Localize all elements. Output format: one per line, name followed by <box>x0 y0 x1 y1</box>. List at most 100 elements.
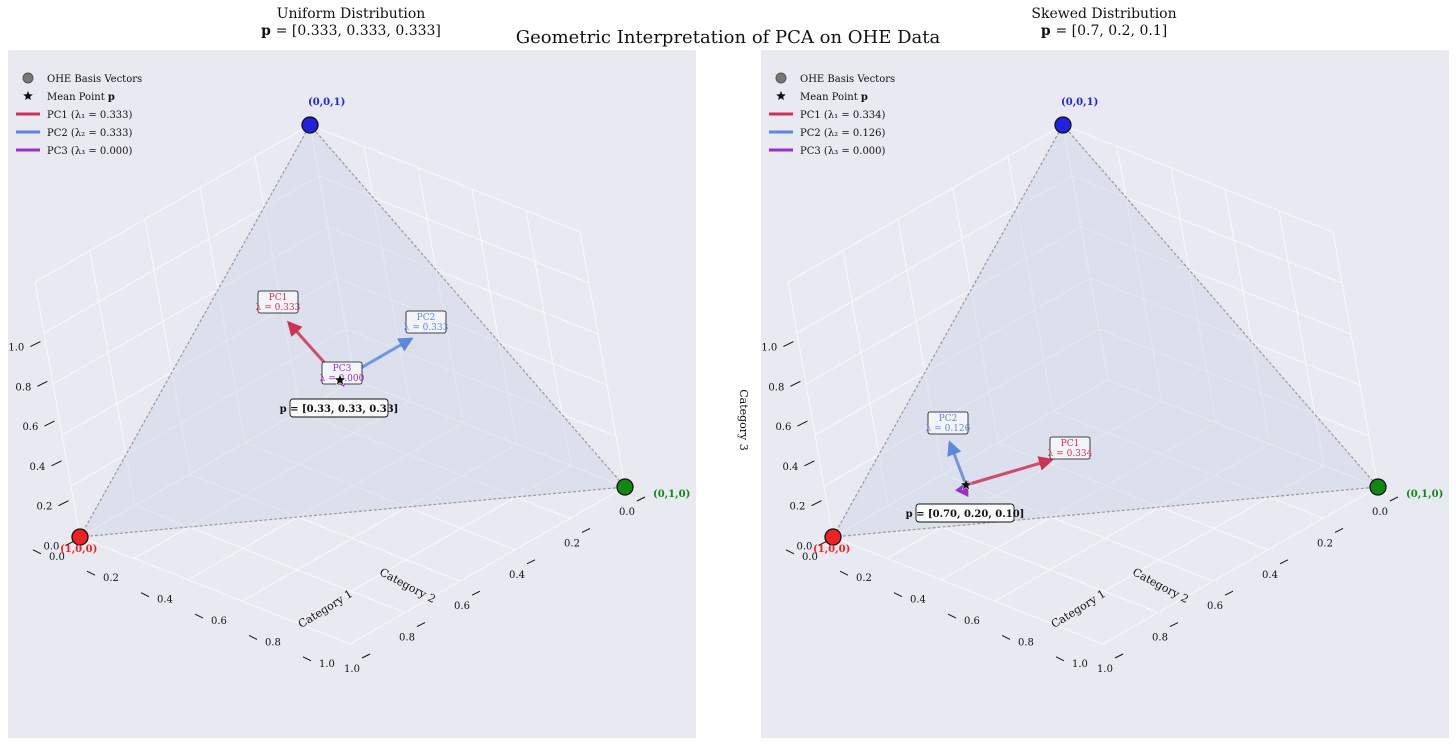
x-tick-mark <box>785 549 795 555</box>
x-tick-label: 0.6 <box>211 616 227 627</box>
vertex-point <box>1054 116 1072 134</box>
grid-line <box>1089 277 1361 386</box>
y-tick-mark <box>361 653 371 659</box>
z-tick-label: 0.0 <box>797 541 813 552</box>
z-tick-label: 0.4 <box>29 462 45 473</box>
x-tick-label: 0.6 <box>964 616 980 627</box>
z-tick-label: 0.4 <box>782 462 798 473</box>
x-tick-label: 0.0 <box>49 552 65 563</box>
z-tick-mark <box>30 341 41 347</box>
grid-line <box>1062 124 1109 381</box>
z-tick-mark <box>58 500 69 507</box>
grid-line <box>417 167 464 423</box>
grid-line <box>34 281 81 538</box>
annotation-name: PC2 <box>939 414 958 424</box>
annotation-name: PC1 <box>269 293 288 303</box>
legend-label-pc3: PC3 (λ₃ = 0.000) <box>47 146 133 157</box>
vertex-point <box>616 478 634 496</box>
grid-line <box>832 379 1109 538</box>
x-tick-label: 1.0 <box>1072 659 1088 670</box>
grid-line <box>254 156 301 412</box>
panel-subtitle: p = [0.333, 0.333, 0.333] <box>261 23 441 39</box>
annotation-eigenvalue: λ = 0.333 <box>256 303 301 313</box>
grid-line <box>89 250 136 506</box>
x-tick-label: 0.4 <box>157 595 173 606</box>
vertex-label: (0,1,0) <box>653 489 690 500</box>
simplex-face <box>80 125 625 537</box>
x-tick-label: 0.0 <box>802 552 818 563</box>
z-tick-label: 0.6 <box>775 422 791 433</box>
z-tick-mark <box>51 460 62 467</box>
grid-line <box>579 231 626 488</box>
x-tick-mark <box>947 613 957 619</box>
annotation-box <box>915 503 1015 523</box>
legend-marker-mean <box>23 91 33 100</box>
grid-line <box>79 536 351 645</box>
annotation-box <box>927 411 969 435</box>
z-tick-label: 0.6 <box>22 422 38 433</box>
grid-line <box>318 175 590 284</box>
grid-line <box>787 124 1064 283</box>
y-tick-label: 0.0 <box>619 507 635 518</box>
figure-suptitle: Geometric Interpretation of PCA on OHE D… <box>516 27 941 48</box>
grid-line <box>1098 328 1370 437</box>
grid-line <box>805 226 1082 385</box>
x-tick-mark <box>140 592 150 598</box>
annotation-name: PC1 <box>1061 439 1080 449</box>
grid-line <box>1332 231 1379 488</box>
grid-line <box>327 226 599 335</box>
annotation-box <box>1049 436 1091 460</box>
z-tick-label: 0.2 <box>789 502 805 513</box>
z-tick-mark <box>804 460 815 467</box>
annotation-box <box>257 290 299 314</box>
z-axis-label: Category 3 <box>737 389 750 451</box>
legend-marker-mean <box>776 91 786 100</box>
y-tick-mark <box>1334 527 1344 533</box>
legend-label-mean: Mean Point p <box>800 92 868 103</box>
panel-title: Skewed Distribution <box>1031 6 1176 22</box>
grid-line <box>134 505 406 613</box>
annotation-eigenvalue: λ = 0.334 <box>1048 449 1093 459</box>
y-tick-label: 0.4 <box>509 570 525 581</box>
y-tick-label: 0.8 <box>399 633 415 644</box>
grid-line <box>1048 465 1325 623</box>
legend-label-mean: Mean Point p <box>47 92 115 103</box>
grid-line <box>787 281 834 538</box>
x-tick-label: 0.4 <box>910 595 926 606</box>
vertex-point <box>301 116 319 134</box>
grid-line <box>187 422 464 581</box>
x-tick-mark <box>893 592 903 598</box>
x-tick-mark <box>839 570 849 576</box>
x-tick-label: 0.8 <box>1018 637 1034 648</box>
y-tick-mark <box>1114 653 1124 659</box>
y-tick-label: 0.2 <box>564 538 580 549</box>
legend: OHE Basis Vectors Mean Point p PC1 (λ₁ = 0… <box>16 72 142 157</box>
grid-line <box>823 328 1100 487</box>
vertex-label: (1,0,0) <box>60 544 97 555</box>
panel-subtitle: p = [0.7, 0.2, 0.1] <box>1041 23 1167 39</box>
legend-label-pc2: PC2 (λ₂ = 0.126) <box>800 128 886 139</box>
x-tick-label: 0.2 <box>103 573 119 584</box>
grid-line <box>241 443 518 602</box>
y-tick-mark <box>636 496 646 502</box>
z-tick-mark <box>811 500 822 507</box>
grid-line <box>52 226 329 385</box>
mean-point-annotation: p = [0.70, 0.20, 0.10] <box>906 503 1025 523</box>
grid <box>34 124 626 645</box>
simplex-edges <box>831 123 1380 538</box>
z-tick-mark <box>790 380 801 387</box>
z-tick-label: 0.0 <box>44 541 60 552</box>
vertex-label: (1,0,0) <box>813 544 850 555</box>
x-tick-mark <box>86 570 96 576</box>
grid-line <box>1052 411 1324 519</box>
grid-line <box>244 442 516 551</box>
x-tick-mark <box>302 656 312 662</box>
grid-line <box>887 505 1159 613</box>
mean-point-label: p = [0.70, 0.20, 0.10] <box>906 509 1025 520</box>
grid-line <box>814 277 1091 436</box>
y-tick-label: 1.0 <box>344 664 360 675</box>
